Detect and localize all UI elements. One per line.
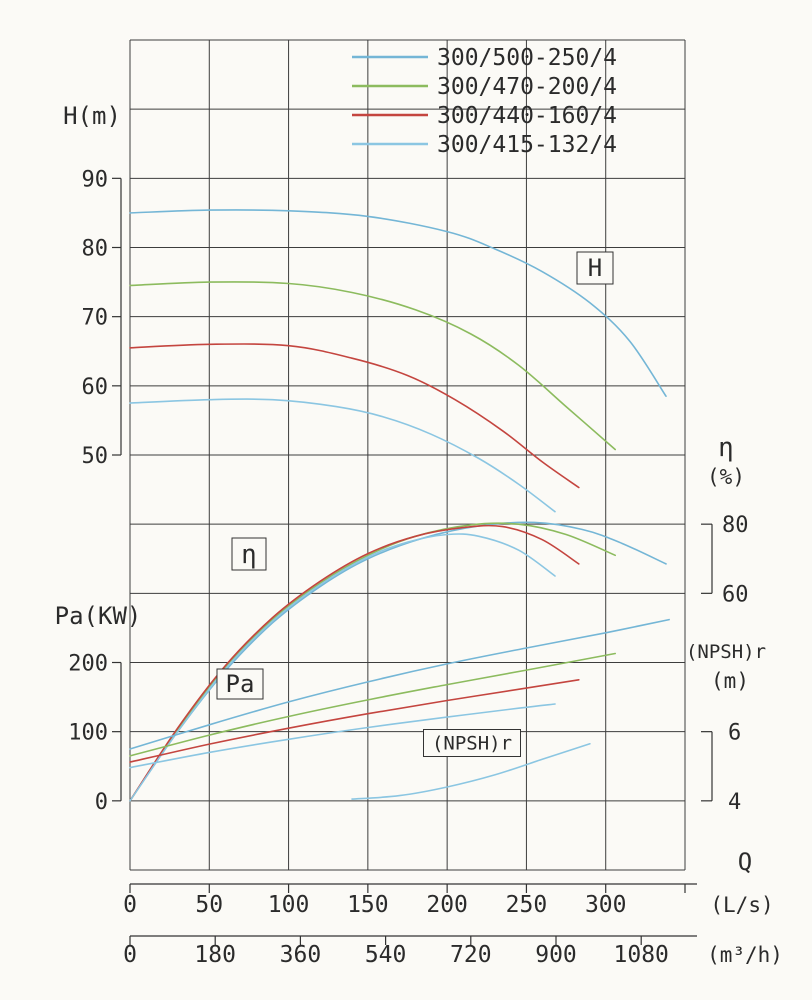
- curve-300-500-250-4-eta: [129, 521, 667, 802]
- m3h-tick-label-180: 180: [194, 942, 236, 968]
- ls-tick-label-150: 150: [347, 892, 389, 918]
- legend: 300/500-250/4 300/470-200/4 300/440-160/4 3…: [352, 45, 617, 158]
- m3h-tick-label-0: 0: [123, 942, 137, 968]
- m3h-tick-label-360: 360: [280, 942, 322, 968]
- legend-label-3: 300/415-132/4: [437, 132, 617, 158]
- annotation-npshr: (NPSH)r: [423, 729, 521, 757]
- pa-tick-label-200: 200: [68, 652, 108, 677]
- annotation-box-H: [576, 251, 614, 285]
- m3h-tick-label-1080: 1080: [614, 942, 669, 968]
- grid: [129, 39, 686, 871]
- x-axis-unit-m3h: (m³/h): [707, 943, 783, 967]
- npsh-tick-label-6: 6: [728, 721, 741, 746]
- curve-300-415-132-4-Pa: [129, 703, 556, 769]
- h-tick-label-70: 70: [82, 306, 109, 331]
- ls-tick-label-50: 50: [195, 892, 223, 918]
- npsh-axis-unit: (m): [711, 669, 749, 693]
- h-tick-label-60: 60: [82, 375, 109, 400]
- ls-tick-label-100: 100: [268, 892, 310, 918]
- eta-tick-label-80: 80: [722, 513, 749, 538]
- annotation-label-H: H: [588, 254, 602, 282]
- npsh-axis-title: (NPSH)r: [686, 641, 766, 663]
- annotation-label-npshr: (NPSH)r: [432, 732, 512, 754]
- curve-300-415-132-4-H: [129, 398, 556, 513]
- h-tick-label-80: 80: [82, 237, 109, 262]
- annotation-box-eta: [231, 537, 267, 571]
- pa-tick-label-0: 0: [95, 790, 108, 815]
- m3h-tick-label-900: 900: [535, 942, 577, 968]
- ls-tick-label-250: 250: [506, 892, 548, 918]
- curve-300-470-200-4-eta: [129, 522, 616, 802]
- eta-tick-label-60: 60: [722, 582, 749, 607]
- curve-300-440-160-4-Pa: [129, 679, 580, 763]
- legend-label-0: 300/500-250/4: [437, 45, 617, 71]
- curve-300-415-132-4-eta: [129, 533, 556, 802]
- curve-npshr-NPSHr: [351, 743, 591, 800]
- annotation-label-eta: η: [241, 540, 257, 570]
- axes: [112, 177, 713, 945]
- annotation-eta: η: [231, 537, 267, 571]
- curve-300-440-160-4-eta: [129, 524, 580, 802]
- h-tick-label-50: 50: [82, 444, 109, 469]
- ls-tick-label-0: 0: [123, 892, 137, 918]
- curve-300-500-250-4-H: [129, 209, 667, 397]
- eta-axis-unit: (%): [707, 465, 745, 489]
- curve-300-470-200-4-Pa: [129, 652, 616, 757]
- annotation-H: H: [576, 251, 614, 285]
- ls-tick-label-200: 200: [426, 892, 468, 918]
- x-axis-unit-ls: (L/s): [710, 893, 773, 917]
- pa-axis-title: Pa(KW): [55, 602, 142, 630]
- h-tick-label-90: 90: [82, 167, 109, 192]
- npsh-tick-label-4: 4: [728, 790, 741, 815]
- annotation-box-Pa: [216, 668, 264, 700]
- ls-tick-label-300: 300: [585, 892, 627, 918]
- annotation-label-Pa: Pa: [226, 670, 255, 698]
- curve-300-500-250-4-Pa: [129, 618, 670, 750]
- pa-tick-label-100: 100: [68, 721, 108, 746]
- annotation-box-npshr: [423, 729, 521, 757]
- curve-300-470-200-4-H: [129, 281, 616, 451]
- annotation-Pa: Pa: [216, 668, 264, 700]
- h-axis-title: H(m): [63, 102, 121, 130]
- axis-labels: H(m)9080706050Pa(KW)2001000η(%)8060(NPSH…: [55, 102, 783, 968]
- m3h-tick-label-540: 540: [365, 942, 407, 968]
- legend-label-2: 300/440-160/4: [437, 103, 617, 129]
- eta-axis-title: η: [718, 433, 734, 463]
- x-axis-title-q: Q: [738, 848, 752, 876]
- m3h-tick-label-720: 720: [450, 942, 492, 968]
- curves: [129, 209, 670, 802]
- curve-300-440-160-4-H: [129, 343, 580, 489]
- legend-label-1: 300/470-200/4: [437, 74, 617, 100]
